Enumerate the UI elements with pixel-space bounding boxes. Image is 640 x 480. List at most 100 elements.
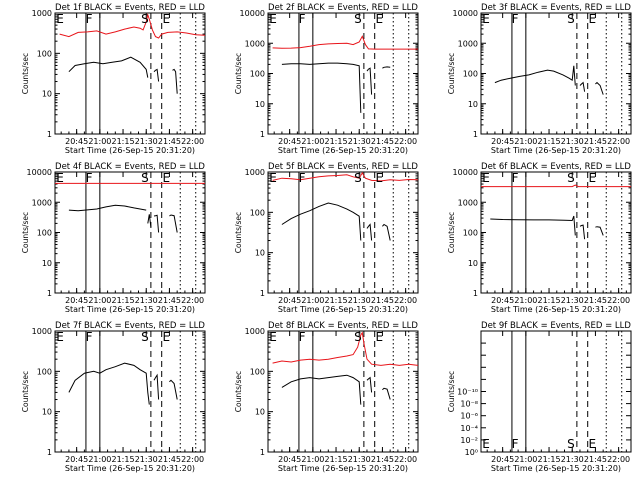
phase-marker-s: S	[354, 330, 362, 344]
x-tick-label: 20:45	[491, 455, 514, 464]
lld-series-line	[481, 184, 631, 188]
x-tick-label: 21:30	[348, 137, 371, 146]
x-tick-label: 21:15	[112, 137, 135, 146]
x-tick-label: 20:45	[65, 455, 88, 464]
y-tick-label: 1000	[245, 327, 265, 336]
events-series-line	[366, 376, 373, 393]
x-tick-label: 20:45	[65, 296, 88, 305]
events-series-line	[595, 81, 604, 95]
panel-1: Det 1f BLACK = Events, RED = LLD 1 10 100 10…	[21, 3, 206, 155]
y-tick-label: 1000	[32, 9, 52, 18]
plot-frame	[54, 12, 206, 135]
events-series-line	[169, 214, 178, 233]
x-tick-label: 21:45	[371, 137, 394, 146]
x-tick-label: 21:45	[158, 455, 181, 464]
y-tick-label: 100	[37, 367, 52, 376]
x-tick-label: 21:45	[371, 455, 394, 464]
y-tick-label: 100	[250, 70, 265, 79]
phase-marker-f: F	[512, 12, 519, 26]
phase-marker-s: S	[141, 171, 149, 185]
phase-marker-s: S	[567, 171, 575, 185]
y-tick-label: 100	[37, 49, 52, 58]
x-tick-label: 20:45	[278, 455, 301, 464]
x-tick-label: 21:00	[88, 137, 111, 146]
y-tick-label: 1	[473, 289, 478, 298]
x-tick-label: 22:00	[181, 296, 204, 305]
phase-marker-e: E	[269, 330, 277, 344]
x-axis-label: Start Time (26-Sep-15 20:31:20)	[65, 305, 195, 314]
y-tick-label: 10⁻²	[460, 436, 478, 445]
phase-marker-e: E	[163, 330, 171, 344]
phase-marker-e: E	[589, 12, 597, 26]
y-tick-label: 1000	[245, 39, 265, 48]
x-axis-label: Start Time (26-Sep-15 20:31:20)	[491, 305, 621, 314]
phase-marker-s: S	[354, 171, 362, 185]
x-axis-label: Start Time (26-Sep-15 20:31:20)	[278, 464, 408, 473]
y-tick-label: 1	[47, 448, 52, 457]
y-tick-label: 1000	[245, 168, 265, 177]
x-tick-label: 21:00	[88, 296, 111, 305]
x-tick-label: 21:30	[135, 455, 158, 464]
panel-2: Det 2f BLACK = Events, RED = LLD 1 10 100 10…	[234, 3, 419, 155]
y-tick-label: 10⁰	[465, 448, 478, 457]
phase-marker-e: E	[589, 171, 597, 185]
x-tick-label: 20:45	[491, 296, 514, 305]
x-tick-label: 22:00	[181, 455, 204, 464]
phase-marker-s: S	[567, 437, 575, 451]
events-series-line	[153, 373, 160, 400]
y-tick-label: 10⁻⁴	[460, 424, 478, 433]
x-axis-label: Start Time (26-Sep-15 20:31:20)	[491, 464, 621, 473]
events-series-line	[595, 226, 604, 236]
phase-marker-e: E	[56, 12, 64, 26]
plot-frame	[267, 171, 419, 294]
x-tick-label: 22:00	[394, 296, 417, 305]
panel-5: Det 5f BLACK = Events, RED = LLD 1 10 100 10…	[234, 162, 419, 314]
y-tick-label: 1000	[458, 198, 478, 207]
plot-frame	[480, 12, 632, 135]
y-tick-label: 10⁻⁶	[460, 412, 478, 421]
phase-marker-e: E	[163, 12, 171, 26]
panel-9: Det 9f BLACK = Events, RED = LLD 10⁰ 10⁻² 1…	[447, 321, 632, 473]
x-tick-label: 21:30	[135, 137, 158, 146]
x-tick-label: 20:45	[278, 137, 301, 146]
x-tick-label: 21:45	[158, 137, 181, 146]
x-axis-label: Start Time (26-Sep-15 20:31:20)	[65, 146, 195, 155]
phase-marker-e: E	[269, 171, 277, 185]
x-tick-label: 22:00	[607, 455, 630, 464]
y-tick-label: 10⁻¹⁰	[457, 388, 478, 397]
x-tick-label: 21:00	[301, 137, 324, 146]
lld-series-line	[272, 35, 418, 50]
panel-title: Det 6f BLACK = Events, RED = LLD	[481, 162, 631, 172]
events-series-line	[382, 387, 391, 400]
events-series-line	[366, 67, 373, 95]
events-series-line	[281, 62, 362, 113]
panel-4: Det 4f BLACK = Events, RED = LLD 1 10 100 10…	[21, 162, 206, 314]
y-tick-label: 100	[250, 367, 265, 376]
phase-marker-e: E	[56, 171, 64, 185]
phase-marker-e: E	[482, 171, 490, 185]
x-tick-label: 21:00	[301, 296, 324, 305]
y-tick-label: 1	[260, 130, 265, 139]
phase-marker-f: F	[299, 12, 306, 26]
y-axis-label: Counts/sec	[234, 371, 243, 412]
y-tick-label: 1	[260, 448, 265, 457]
y-axis-label: Counts/sec	[447, 53, 456, 94]
x-axis-label: Start Time (26-Sep-15 20:31:20)	[491, 146, 621, 155]
panel-6: Det 6f BLACK = Events, RED = LLD 1 10 100 10…	[447, 162, 632, 314]
x-tick-label: 22:00	[607, 296, 630, 305]
lld-series-line	[272, 171, 419, 182]
y-axis-label: Counts/sec	[21, 53, 30, 94]
events-series-line	[147, 214, 152, 228]
phase-marker-e: E	[269, 12, 277, 26]
y-tick-label: 10	[468, 100, 478, 109]
y-axis-label: Counts/sec	[447, 371, 456, 412]
x-tick-label: 21:00	[88, 455, 111, 464]
panel-title: Det 8f BLACK = Events, RED = LLD	[268, 321, 418, 331]
events-series-line	[366, 223, 373, 241]
plot-frame	[54, 171, 206, 294]
phase-marker-e: E	[163, 171, 171, 185]
events-series-line	[579, 81, 586, 92]
phase-marker-e: E	[376, 171, 384, 185]
x-tick-label: 21:15	[112, 296, 135, 305]
y-tick-label: 100	[37, 229, 52, 238]
